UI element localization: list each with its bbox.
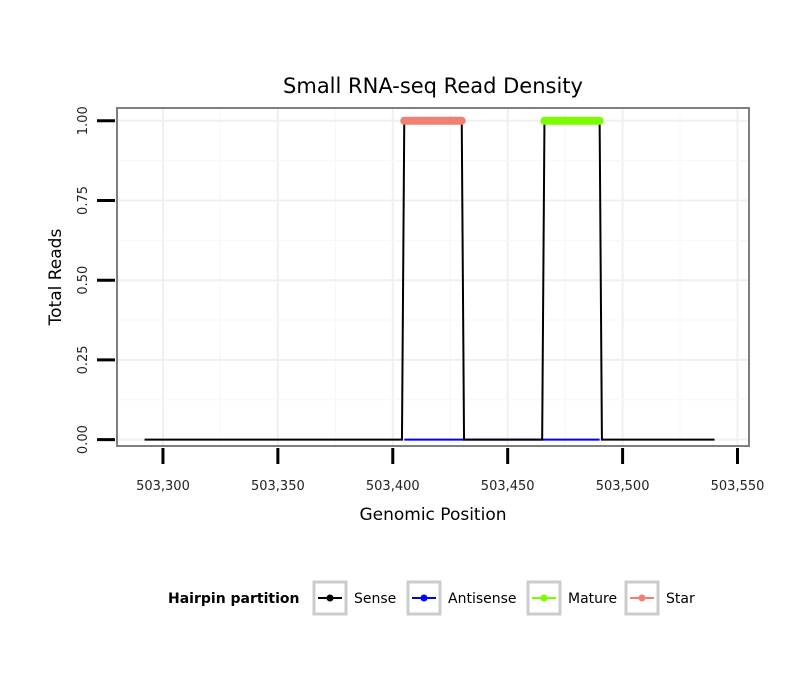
y-axis: 0.00 0.25 0.50 0.75 1.00 — [76, 106, 115, 454]
legend-key-point — [420, 594, 428, 602]
legend-entry-label: Sense — [354, 591, 396, 607]
legend-key-point — [326, 594, 334, 602]
legend: Hairpin partition Sense Antisense Mature St… — [168, 580, 695, 616]
chart-title: Small RNA-seq Read Density — [283, 74, 583, 98]
x-tick-label: 503,450 — [481, 479, 535, 494]
legend-entry-label: Star — [666, 591, 695, 607]
x-tick-label: 503,550 — [711, 479, 765, 494]
series-layer — [144, 116, 715, 441]
plot-border — [116, 107, 750, 447]
x-tick-label: 503,350 — [251, 479, 305, 494]
legend-key-point — [540, 594, 548, 602]
x-tick-label: 503,500 — [596, 479, 650, 494]
y-tick-label: 0.00 — [76, 425, 91, 454]
y-tick-label: 1.00 — [76, 106, 91, 135]
y-tick-label: 0.50 — [76, 266, 91, 295]
legend-entry-label: Antisense — [448, 591, 517, 607]
x-axis-label: Genomic Position — [359, 505, 506, 525]
legend-key-point — [638, 594, 646, 602]
x-tick-label: 503,300 — [136, 479, 190, 494]
x-tick-label: 503,400 — [366, 479, 420, 494]
legend-title: Hairpin partition — [168, 591, 299, 607]
plot-panel — [117, 108, 749, 446]
series-line-sense — [144, 119, 715, 441]
y-tick-label: 0.75 — [76, 186, 91, 215]
legend-entry-label: Mature — [568, 591, 617, 607]
y-tick-label: 0.25 — [76, 345, 91, 374]
x-axis: 503,300 503,350 503,400 503,450 503,500 503,5… — [136, 448, 764, 494]
y-axis-label: Total Reads — [46, 229, 66, 327]
